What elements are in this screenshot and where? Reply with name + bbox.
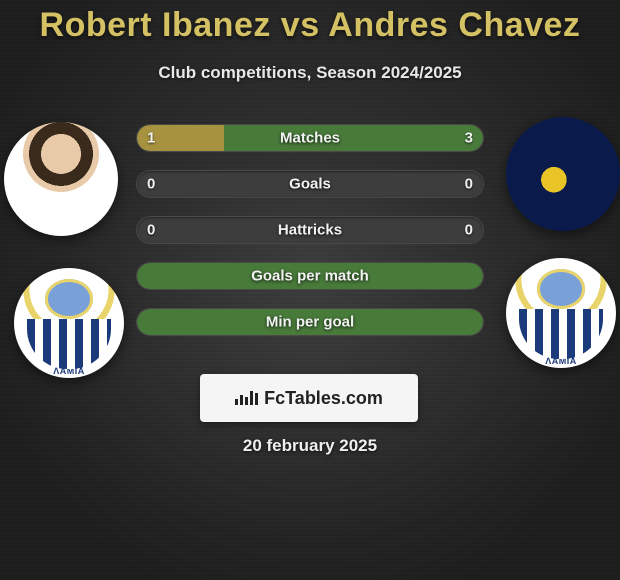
subtitle: Club competitions, Season 2024/2025 [0,63,620,83]
chart-icon-bar [250,391,253,405]
stat-row: Goals per match [136,262,484,290]
chart-icon-bar [245,397,248,405]
page-title: Robert Ibanez vs Andres Chavez [0,0,620,45]
stats-rows: 13Matches 00Goals 00Hattricks Goals per mat… [136,124,484,354]
club-left-badge: ΛΑΜΙΑ [14,268,124,378]
chart-icon [235,391,258,405]
club-badge-graphic: ΛΑΜΙΑ [14,268,124,378]
stat-label: Matches [137,130,483,147]
club-right-badge: ΛΑΜΙΑ [506,258,616,368]
date-label: 20 february 2025 [0,436,620,456]
player-left-avatar-image [4,122,118,236]
club-badge-label: ΛΑΜΙΑ [506,356,616,366]
player-right-avatar [506,117,620,231]
stat-row: 00Goals [136,170,484,198]
stat-label: Hattricks [137,222,483,239]
stat-label: Min per goal [137,314,483,331]
source-logo: FcTables.com [200,374,418,422]
stat-row: Min per goal [136,308,484,336]
stat-row: 00Hattricks [136,216,484,244]
player-right-avatar-image [506,117,620,231]
club-badge-graphic: ΛΑΜΙΑ [506,258,616,368]
stat-label: Goals per match [137,268,483,285]
stat-label: Goals [137,176,483,193]
player-left-avatar [4,122,118,236]
chart-icon-bar [240,395,243,405]
chart-icon-bar [235,399,238,405]
stat-row: 13Matches [136,124,484,152]
club-badge-label: ΛΑΜΙΑ [14,366,124,376]
source-logo-text: FcTables.com [264,388,383,409]
chart-icon-bar [255,393,258,405]
